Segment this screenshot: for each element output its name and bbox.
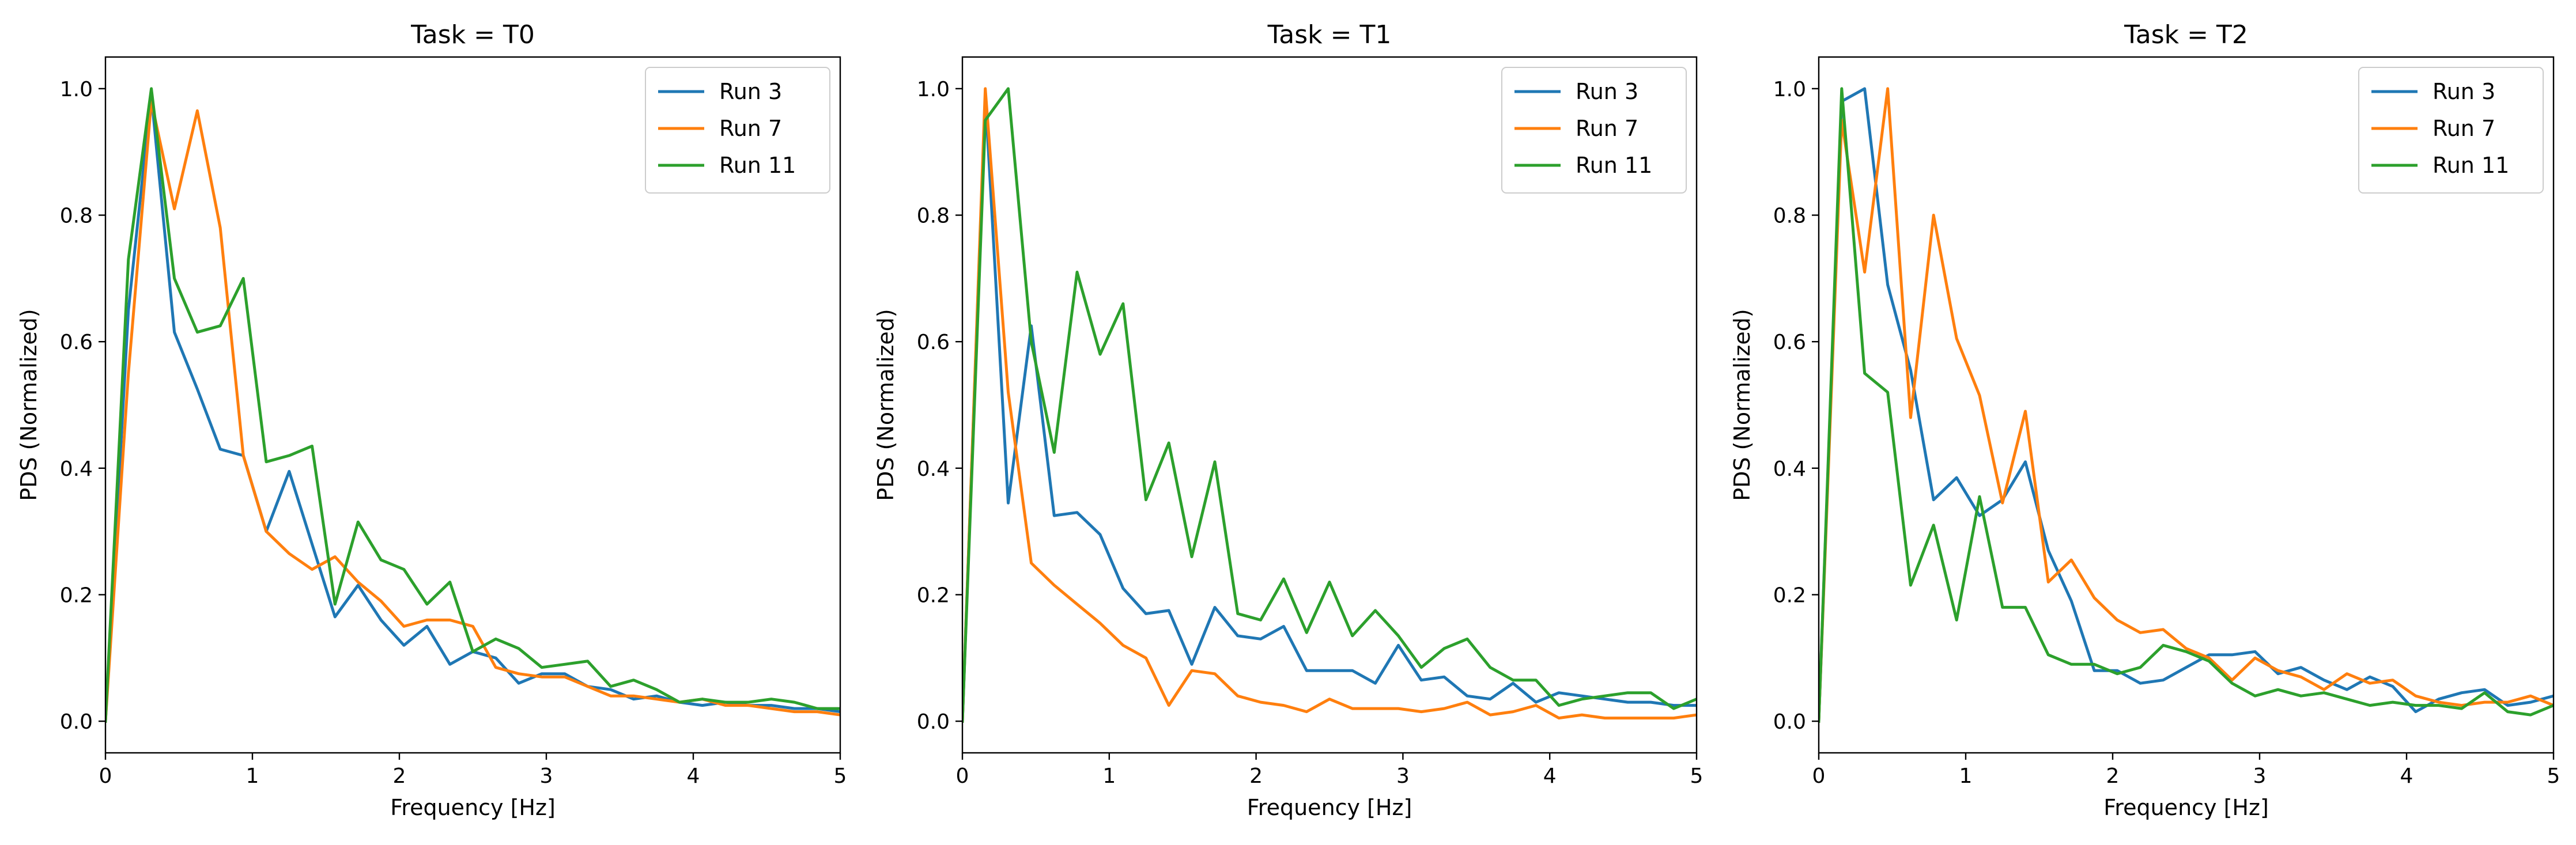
y-tick-label: 0.8 — [917, 204, 950, 228]
y-axis-label: PDS (Normalized) — [1729, 309, 1755, 501]
y-tick-label: 0.4 — [917, 457, 950, 481]
series-group — [962, 87, 1697, 723]
series-line-run-3 — [1819, 87, 2554, 723]
series-group — [105, 87, 840, 723]
legend-label: Run 7 — [719, 116, 782, 141]
x-axis-label: Frequency [Hz] — [390, 795, 556, 820]
y-axis-label: PDS (Normalized) — [16, 309, 41, 501]
x-tick-label: 5 — [834, 764, 847, 788]
panel-3: Task = T2 0 1 2 3 4 5 0.0 0.2 0.4 0.6 0.8 1.0 Frequen… — [1729, 20, 2560, 820]
x-tick-label: 0 — [956, 764, 969, 788]
series-line-run-7 — [1819, 87, 2554, 723]
y-tick-label: 0.6 — [917, 331, 950, 354]
legend: Run 3 Run 7 Run 11 — [1501, 67, 1687, 194]
x-tick-label: 3 — [540, 764, 553, 788]
x-tick-label: 4 — [1543, 764, 1557, 788]
x-tick-label: 1 — [246, 764, 259, 788]
y-tick-label: 1.0 — [1773, 78, 1806, 101]
legend: Run 3 Run 7 Run 11 — [2358, 67, 2544, 194]
x-tick-label: 2 — [1249, 764, 1263, 788]
legend-label: Run 3 — [2433, 79, 2495, 104]
series-line-run-11 — [962, 87, 1697, 723]
panel-2: Task = T1 0 1 2 3 4 5 0.0 0.2 0.4 0.6 0.8 1.0 Frequen… — [873, 20, 1703, 820]
y-axis-label: PDS (Normalized) — [873, 309, 898, 501]
legend: Run 3 Run 7 Run 11 — [645, 67, 830, 194]
y-tick-label: 0.6 — [60, 331, 93, 354]
legend-label: Run 3 — [1576, 79, 1638, 104]
x-tick-label: 5 — [2547, 764, 2560, 788]
axes-frame — [961, 56, 1698, 754]
x-tick-label: 3 — [1396, 764, 1410, 788]
y-tick-label: 0.6 — [1773, 331, 1806, 354]
panel-title: Task = T1 — [1267, 20, 1392, 50]
x-axis-label: Frequency [Hz] — [2103, 795, 2269, 820]
legend-box — [1501, 67, 1687, 194]
y-tick-label: 0.0 — [1773, 710, 1806, 734]
legend-box — [2358, 67, 2544, 194]
y-tick-label: 0.2 — [1773, 583, 1806, 607]
y-tick-label: 1.0 — [917, 78, 950, 101]
legend-label: Run 11 — [719, 153, 796, 178]
x-tick-label: 5 — [1690, 764, 1704, 788]
series-line-run-11 — [1819, 87, 2554, 723]
y-tick-label: 0.2 — [60, 583, 93, 607]
x-tick-label: 4 — [2400, 764, 2413, 788]
x-tick-label: 1 — [1102, 764, 1116, 788]
y-tick-label: 0.8 — [1773, 204, 1806, 228]
x-tick-label: 3 — [2253, 764, 2267, 788]
legend-label: Run 11 — [1576, 153, 1652, 178]
y-tick-label: 0.0 — [917, 710, 950, 734]
series-line-run-3 — [962, 93, 1697, 723]
x-tick-label: 4 — [687, 764, 700, 788]
legend-label: Run 3 — [719, 79, 782, 104]
x-axis-label: Frequency [Hz] — [1247, 795, 1412, 820]
series-line-run-7 — [962, 87, 1697, 723]
legend-label: Run 7 — [1576, 116, 1638, 141]
x-tick-label: 2 — [2106, 764, 2120, 788]
x-tick-label: 2 — [393, 764, 406, 788]
y-tick-label: 0.2 — [917, 583, 950, 607]
panel-1: Task = T0 0 1 2 3 4 5 0.0 0.2 0.4 0.6 0.8 1.0 Frequen… — [16, 20, 847, 820]
y-tick-label: 0.4 — [1773, 457, 1806, 481]
legend-label: Run 7 — [2433, 116, 2495, 141]
series-line-run-7 — [105, 100, 840, 723]
legend-box — [645, 67, 830, 194]
y-tick-label: 0.0 — [60, 710, 93, 734]
y-tick-label: 0.4 — [60, 457, 93, 481]
axes-frame — [1818, 56, 2555, 754]
panel-title: Task = T2 — [2124, 20, 2248, 50]
panel-title: Task = T0 — [410, 20, 535, 50]
axes-frame — [104, 56, 841, 754]
series-group — [1819, 87, 2554, 723]
series-line-run-11 — [105, 87, 840, 723]
x-tick-label: 1 — [1959, 764, 1973, 788]
y-tick-label: 1.0 — [60, 78, 93, 101]
y-tick-label: 0.8 — [60, 204, 93, 228]
legend-label: Run 11 — [2433, 153, 2509, 178]
x-tick-label: 0 — [1812, 764, 1826, 788]
x-tick-label: 0 — [99, 764, 112, 788]
